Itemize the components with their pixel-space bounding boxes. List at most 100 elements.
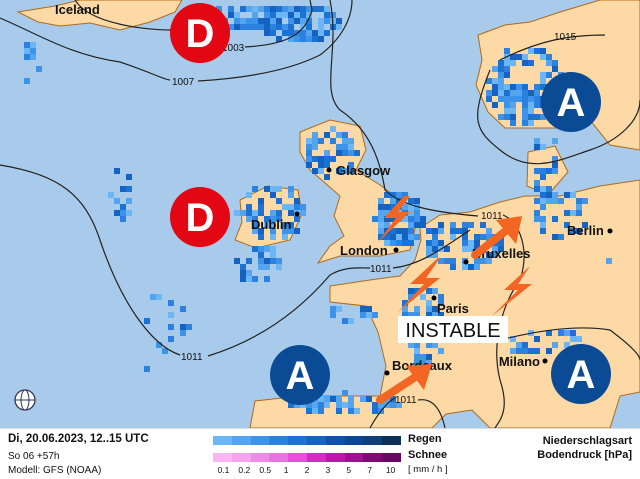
precip-cell [318,138,324,144]
precip-cell [288,30,294,36]
precip-cell [522,114,528,120]
precip-cell [414,234,420,240]
precip-cell [348,402,354,408]
precip-cell [510,114,516,120]
precip-cell [372,402,378,408]
precip-cell [540,168,546,174]
precip-cell [270,24,276,30]
precip-cell [354,408,360,414]
precip-cell [360,312,366,318]
precip-cell [246,204,252,210]
pressure-letter: D [186,196,215,240]
precip-cell [450,222,456,228]
precip-cell [300,210,306,216]
precip-cell [492,84,498,90]
precip-cell [552,216,558,222]
precip-cell [372,216,378,222]
precip-cell [312,402,318,408]
precip-cell [384,192,390,198]
tick-label: 7 [367,465,373,475]
precip-cell [390,402,396,408]
precip-cell [528,48,534,54]
precip-cell [576,204,582,210]
precip-cell [462,234,468,240]
precip-cell [342,144,348,150]
precip-cell [504,48,510,54]
precip-cell [300,30,306,36]
precip-cell [414,312,420,318]
precip-cell [450,258,456,264]
precip-cell [120,204,126,210]
precip-cell [306,36,312,42]
precip-cell [414,354,420,360]
isobar-label: 1011 [395,395,417,406]
precip-cell [480,222,486,228]
globe-icon[interactable] [14,389,36,411]
precip-cell [390,204,396,210]
precip-cell [126,210,132,216]
precip-cell [318,30,324,36]
scale-swatch [325,453,345,462]
isobar-label: 1015 [554,32,577,43]
scale-swatch [325,436,345,445]
precip-cell [510,348,516,354]
precip-cell [336,168,342,174]
precip-cell [540,78,546,84]
isobar-label: 1011 [181,352,203,363]
precip-cell [390,240,396,246]
precip-cell [378,402,384,408]
precip-cell [288,186,294,192]
precip-cell [318,24,324,30]
precip-cell [234,210,240,216]
precip-cell [318,408,324,414]
precip-cell [534,114,540,120]
precip-cell [534,168,540,174]
precip-cell [270,30,276,36]
city-label: Glasgow [336,163,391,178]
precip-cell [330,396,336,402]
precip-cell [240,210,246,216]
precip-cell [264,186,270,192]
precip-cell [420,216,426,222]
scale-swatch [306,453,326,462]
precip-cell [288,210,294,216]
city-dot [294,211,300,217]
precip-cell [24,54,30,60]
precip-cell [426,228,432,234]
snow-color-scale [213,453,401,462]
precip-cell [114,198,120,204]
scale-swatch [231,436,251,445]
precip-cell [462,228,468,234]
precip-cell [234,24,240,30]
precip-cell [402,300,408,306]
tick-label: 5 [346,465,352,475]
precip-cell [546,186,552,192]
precip-cell [408,294,414,300]
low-pressure-marker: D [170,3,230,63]
precip-cell [306,12,312,18]
pressure-letter: D [186,12,215,56]
precip-cell [282,12,288,18]
precip-cell [402,306,408,312]
precip-cell [438,312,444,318]
precip-cell [282,204,288,210]
precip-cell [408,198,414,204]
precip-cell [540,192,546,198]
precip-cell [252,228,258,234]
precip-cell [246,18,252,24]
isobar-1015 [477,34,640,165]
precip-cell [252,276,258,282]
scale-ticks: 0.1 0.2 0.5 1 2 3 5 7 10 [213,465,401,475]
precip-cell [312,36,318,42]
precip-cell [120,186,126,192]
precip-cell [378,198,384,204]
precip-cell [288,18,294,24]
precip-cell [492,78,498,84]
precip-cell [270,192,276,198]
storm-symbols [376,196,532,404]
scale-swatch [288,436,307,445]
precip-cell [330,156,336,162]
precip-cell [306,138,312,144]
precip-cell [342,390,348,396]
precip-cell [384,240,390,246]
